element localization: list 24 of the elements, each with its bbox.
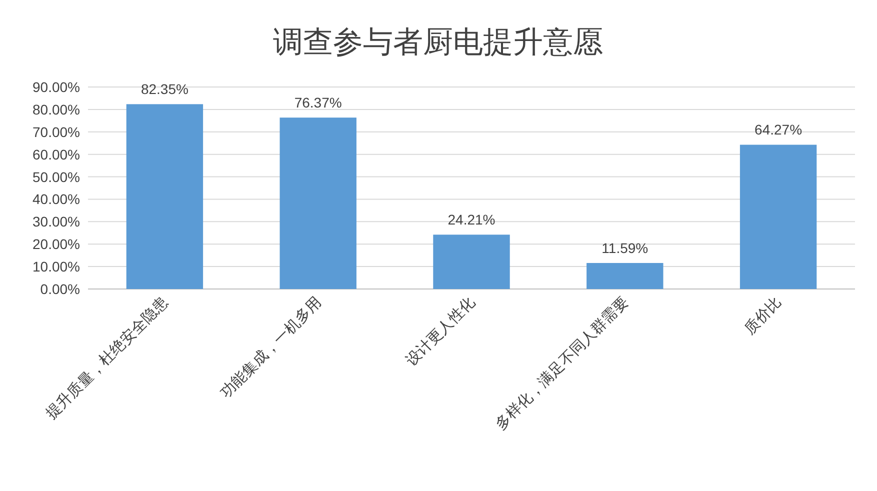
chart-title: 调查参与者厨电提升意愿 <box>273 26 603 59</box>
y-tick-label: 50.00% <box>32 168 80 185</box>
y-tick-label: 30.00% <box>32 214 80 230</box>
y-tick-label: 40.00% <box>32 191 80 208</box>
data-label: 82.35% <box>140 81 188 98</box>
bar <box>740 144 817 289</box>
y-tick-label: 60.00% <box>32 146 80 162</box>
data-label: 76.37% <box>294 94 342 111</box>
bar <box>586 262 664 289</box>
x-tick-label: 多样化，满足不同人群需要 <box>492 294 632 434</box>
data-label: 11.59% <box>602 240 648 256</box>
x-tick-label: 设计更人性化 <box>402 294 478 370</box>
bar <box>126 104 204 289</box>
x-tick-label: 质价比 <box>741 294 786 338</box>
data-label: 64.27% <box>754 122 802 138</box>
y-tick-label: 70.00% <box>32 124 80 140</box>
bar <box>280 118 356 289</box>
bar <box>433 234 510 289</box>
data-label: 24.21% <box>448 212 496 228</box>
x-tick-label: 功能集成，一机多用 <box>217 294 325 402</box>
y-tick-label: 80.00% <box>32 101 80 118</box>
y-tick-label: 10.00% <box>32 258 80 275</box>
y-tick-label: 20.00% <box>32 236 80 252</box>
y-tick-label: 90.00% <box>32 79 80 95</box>
